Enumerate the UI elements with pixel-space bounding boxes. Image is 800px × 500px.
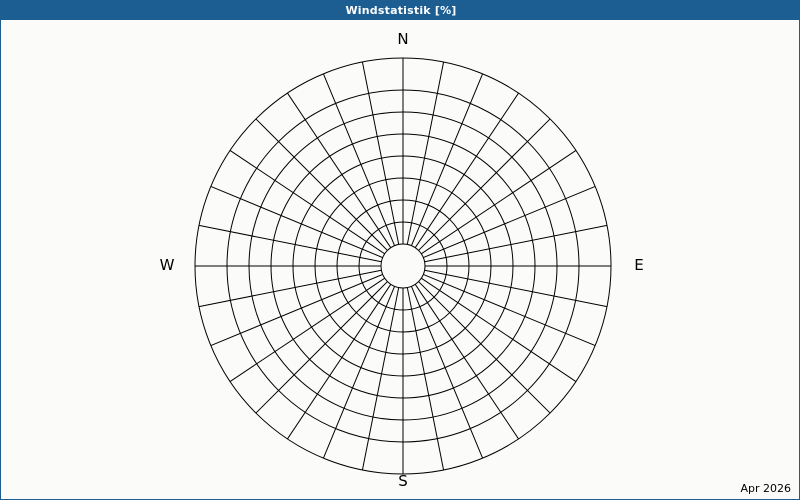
compass-label-north: N — [397, 30, 409, 48]
rose-center-hub — [380, 243, 426, 289]
compass-label-west: W — [159, 256, 175, 274]
polar-grid-group — [194, 57, 612, 475]
compass-label-east: E — [634, 256, 644, 274]
window-title-bar: Windstatistik [%] — [1, 1, 799, 20]
window-title: Windstatistik [%] — [345, 4, 457, 17]
wind-rose-plot-area: N E S W Apr 2026 — [1, 20, 799, 499]
compass-label-south: S — [398, 472, 408, 490]
chart-period-label: Apr 2026 — [740, 482, 791, 495]
wind-rose-grid — [194, 57, 612, 475]
